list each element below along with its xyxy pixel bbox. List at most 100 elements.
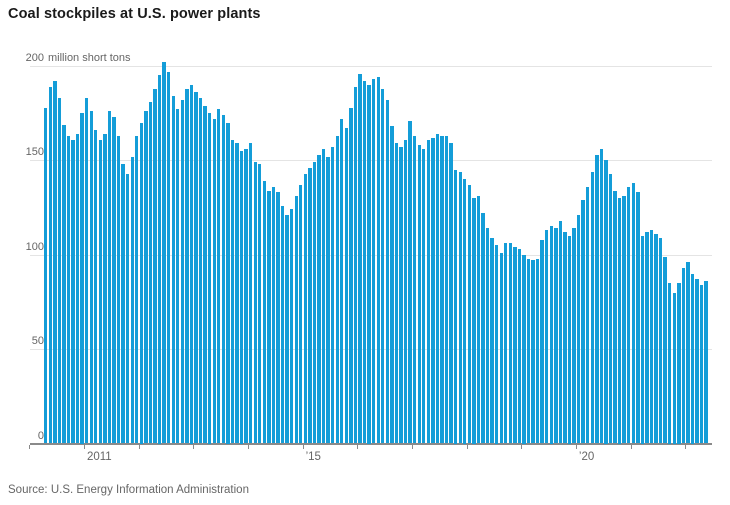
bar: [658, 237, 663, 444]
bar: [125, 173, 130, 444]
bar: [681, 267, 686, 444]
bar: [194, 92, 198, 444]
x-axis-label-2020: ’20: [578, 451, 595, 463]
x-axis-tick-2013: [193, 444, 195, 449]
bar: [226, 122, 230, 444]
bar: [71, 139, 75, 444]
chart-title: Coal stockpiles at U.S. power plants: [8, 6, 261, 22]
bar: [586, 186, 590, 444]
bar: [376, 77, 380, 444]
bar: [203, 105, 207, 444]
y-axis-label-50: 50: [31, 335, 44, 348]
bar: [321, 149, 326, 444]
bar: [408, 120, 412, 444]
x-axis-tick-2017: [411, 444, 413, 449]
bar: [549, 226, 553, 444]
bar: [631, 183, 635, 444]
bar: [148, 101, 153, 444]
bar: [89, 111, 93, 444]
bar: [157, 75, 162, 444]
bar: [121, 164, 125, 444]
bar: [403, 139, 408, 444]
bar: [572, 228, 576, 444]
bar: [258, 164, 262, 444]
bar: [467, 184, 471, 444]
bar: [349, 107, 353, 444]
bar: [235, 143, 239, 444]
bar: [57, 98, 62, 444]
bar: [353, 86, 358, 444]
bar: [53, 81, 57, 444]
gridline-100: [30, 254, 712, 256]
bar: [303, 173, 308, 444]
bar: [677, 283, 681, 444]
bar: [453, 169, 458, 444]
gridline-150: [30, 160, 712, 162]
x-axis-tick-2020: [575, 444, 577, 449]
bar: [581, 200, 585, 444]
source-attribution: Source: U.S. Energy Information Administ…: [8, 484, 249, 496]
bar: [144, 111, 148, 444]
bar: [267, 190, 271, 444]
bar: [262, 181, 267, 444]
bar: [221, 115, 226, 444]
bar: [66, 135, 71, 444]
x-axis-tick-2014: [247, 444, 249, 449]
bar: [358, 73, 362, 444]
y-axis-label-200: 200: [25, 52, 44, 64]
bar: [294, 196, 298, 444]
bar: [563, 232, 567, 444]
bar: [535, 258, 540, 444]
bar: [381, 88, 385, 444]
bar: [371, 79, 376, 444]
y-axis-label-0: 0: [37, 429, 44, 442]
gridline-200: [30, 66, 712, 67]
bar: [431, 137, 435, 444]
bar: [344, 128, 349, 444]
bar: [48, 86, 52, 444]
y-axis-unit-label: million short tons: [48, 52, 131, 64]
bar: [394, 143, 399, 444]
bar: [248, 143, 253, 444]
bar: [485, 228, 490, 444]
bar: [153, 88, 157, 444]
bar: [440, 135, 444, 444]
bar: [649, 230, 654, 444]
x-axis-line: [30, 443, 712, 445]
bar: [171, 96, 175, 444]
bar: [299, 184, 303, 444]
bar: [230, 139, 235, 444]
bar: [362, 81, 367, 444]
bar: [312, 162, 317, 444]
bar: [686, 262, 690, 444]
bar: [567, 235, 572, 444]
bar: [672, 292, 676, 444]
bar: [422, 149, 426, 444]
bar: [112, 116, 116, 444]
bar: [604, 160, 608, 444]
bar: [526, 258, 531, 444]
bar: [627, 186, 631, 444]
bar: [185, 88, 189, 444]
bar: [458, 171, 462, 444]
x-axis-tick-2022: [685, 444, 687, 449]
bar: [481, 213, 485, 444]
bar: [62, 124, 66, 444]
bar: [276, 192, 280, 444]
x-axis-tick-2019: [521, 444, 523, 449]
bar: [695, 279, 699, 444]
bar: [280, 205, 285, 444]
bar: [622, 196, 626, 444]
bar: [554, 228, 558, 444]
bar: [198, 98, 203, 444]
bar: [162, 62, 166, 444]
bar: [599, 149, 604, 444]
gridline-50: [30, 349, 712, 351]
bar: [367, 84, 371, 444]
bar: [690, 273, 695, 444]
bar: [590, 171, 594, 444]
bar: [704, 281, 708, 444]
x-axis-tick-2012: [138, 444, 140, 449]
bar: [476, 196, 481, 444]
bar: [390, 126, 394, 444]
